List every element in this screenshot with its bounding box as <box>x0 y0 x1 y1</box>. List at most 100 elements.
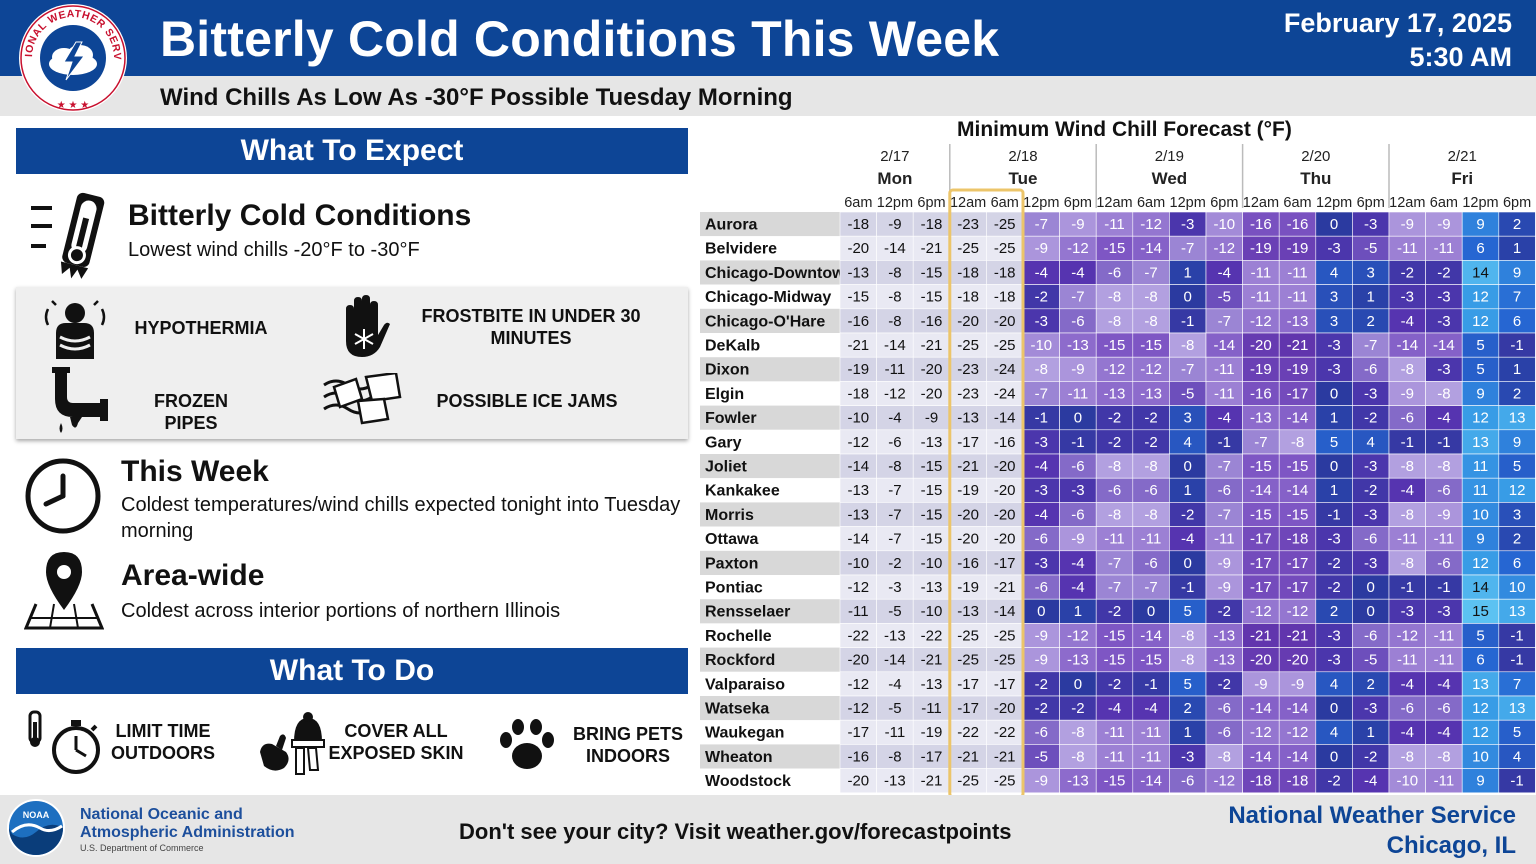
wind-chill-value: -12 <box>1287 603 1309 620</box>
wind-chill-value: 0 <box>1367 579 1375 596</box>
city-label: Elgin <box>705 386 744 403</box>
wind-chill-value: -11 <box>1068 385 1089 402</box>
wind-chill-cell <box>1388 502 1426 527</box>
wind-chill-value: -1 <box>1071 434 1084 451</box>
wind-chill-value: -17 <box>847 724 869 741</box>
city-label: Belvidere <box>705 241 777 258</box>
wind-chill-cell <box>1278 308 1317 334</box>
wind-chill-value: -6 <box>1401 700 1414 717</box>
wind-chill-value: -6 <box>1437 482 1450 499</box>
wind-chill-cell <box>839 768 877 794</box>
wind-chill-value: -22 <box>957 724 979 741</box>
wind-chill-value: 4 <box>1330 724 1338 741</box>
map-pin-icon <box>24 552 104 630</box>
wind-chill-cell <box>912 598 951 624</box>
forecast-points-link[interactable]: Don't see your city? Visit weather.gov/f… <box>459 819 1012 844</box>
wind-chill-value: -6 <box>1218 700 1231 717</box>
wind-chill-cell <box>986 695 1024 721</box>
wind-chill-value: -10 <box>1213 216 1235 233</box>
wind-chill-cell <box>1095 744 1134 769</box>
wind-chill-value: 10 <box>1472 506 1489 523</box>
city-label: Chicago-O'Hare <box>705 313 825 330</box>
wind-chill-value: -11 <box>1141 724 1162 741</box>
city-label: Aurora <box>705 217 758 234</box>
noaa-department: U.S. Department of Commerce <box>80 843 204 853</box>
wind-chill-value: -12 <box>847 579 869 596</box>
wind-chill-value: -5 <box>888 700 901 717</box>
ice-jam-icon <box>323 373 402 425</box>
wind-chill-value: -23 <box>957 361 979 378</box>
wind-chill-cell <box>1388 381 1426 406</box>
wind-chill-value: -20 <box>957 313 979 330</box>
wind-chill-cell <box>1388 284 1426 310</box>
wind-chill-value: -8 <box>1401 506 1414 523</box>
wind-chill-cell <box>1352 671 1390 697</box>
wind-chill-cell <box>1205 332 1243 358</box>
wind-chill-value: -25 <box>994 652 1016 669</box>
wind-chill-cell <box>1388 453 1426 479</box>
wind-chill-cell <box>1022 211 1060 237</box>
wind-chill-value: -3 <box>1364 458 1377 475</box>
wind-chill-cell <box>1278 574 1317 600</box>
city-label: Valparaiso <box>705 676 785 693</box>
wind-chill-value: -7 <box>1218 506 1231 523</box>
wind-chill-cell <box>1095 260 1134 285</box>
wind-chill-value: -20 <box>994 313 1016 330</box>
wind-chill-value: -19 <box>957 482 979 499</box>
wind-chill-value: -12 <box>1250 603 1272 620</box>
wind-chill-cell <box>1498 453 1536 479</box>
wind-chill-value: -2 <box>1108 410 1121 427</box>
wind-chill-cell <box>839 405 877 431</box>
wind-chill-value: -22 <box>994 724 1016 741</box>
wind-chill-value: -14 <box>884 240 906 257</box>
wind-chill-value: -1 <box>1437 579 1450 596</box>
wind-chill-cell <box>1498 768 1536 794</box>
wind-chill-cell <box>1022 695 1060 721</box>
wind-chill-value: -9 <box>925 410 938 427</box>
wind-chill-value: -23 <box>957 385 979 402</box>
wind-chill-value: -15 <box>921 458 943 475</box>
wind-chill-value: 6 <box>1476 652 1484 669</box>
paw-icon <box>500 719 554 769</box>
wind-chill-cell <box>876 235 914 261</box>
city-label: Woodstock <box>705 773 791 790</box>
wind-chill-cell <box>1059 405 1097 431</box>
wind-chill-cell <box>1242 308 1280 334</box>
frozen-pipe-icon <box>52 367 108 433</box>
wind-chill-cell <box>1315 647 1353 673</box>
wind-chill-value: -21 <box>921 240 943 257</box>
wind-chill-value: -18 <box>994 264 1016 281</box>
wind-chill-cell <box>1132 574 1170 600</box>
wind-chill-cell <box>1095 671 1134 697</box>
wind-chill-cell <box>1278 211 1317 237</box>
wind-chill-cell <box>839 211 877 237</box>
wind-chill-value: -8 <box>1144 313 1157 330</box>
row-label-bg <box>700 720 840 745</box>
wind-chill-cell <box>986 332 1024 358</box>
wind-chill-value: -11 <box>1251 264 1272 281</box>
wind-chill-cell <box>1022 477 1060 503</box>
row-label-bg <box>700 454 840 479</box>
day-name-label: Wed <box>1152 169 1188 188</box>
subheader-bar <box>0 76 1536 116</box>
wind-chill-cell <box>1278 744 1317 769</box>
wind-chill-value: -2 <box>1364 410 1377 427</box>
wind-chill-value: -7 <box>1181 361 1194 378</box>
wind-chill-value: 14 <box>1472 264 1489 281</box>
wind-chill-value: -18 <box>847 216 869 233</box>
wind-chill-value: -3 <box>1181 748 1194 765</box>
wind-chill-cell <box>1169 550 1207 576</box>
wind-chill-value: -7 <box>1035 385 1048 402</box>
wind-chill-value: -15 <box>1104 652 1126 669</box>
wind-chill-value: -11 <box>1141 748 1162 765</box>
wind-chill-cell <box>1022 647 1060 673</box>
wind-chill-value: -19 <box>1287 240 1309 257</box>
wind-chill-cell <box>1095 429 1134 455</box>
wind-chill-value: -12 <box>1250 313 1272 330</box>
wind-chill-cell <box>1242 671 1280 697</box>
wind-chill-value: 1 <box>1367 289 1375 306</box>
wind-chill-cell <box>1242 719 1280 745</box>
wind-chill-cell <box>1169 744 1207 769</box>
wind-chill-cell <box>876 260 914 285</box>
wind-chill-cell <box>1425 332 1463 358</box>
